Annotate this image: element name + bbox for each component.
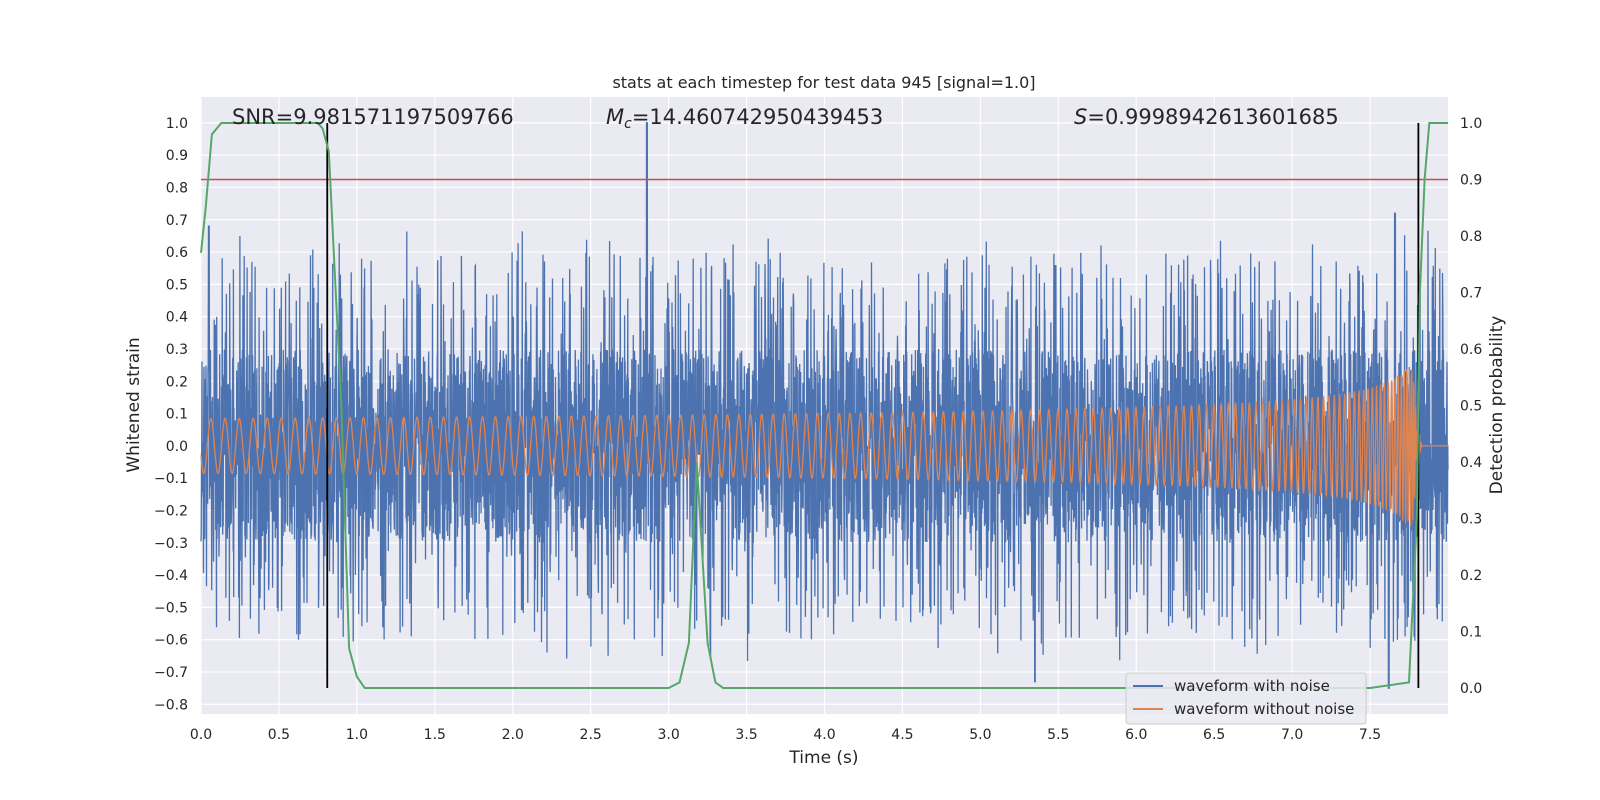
score-annotation: S=0.9998942613601685 (1074, 105, 1339, 129)
x-tick-label: 3.0 (657, 727, 679, 743)
y2-axis-label: Detection probability (1487, 316, 1507, 495)
y-tick-label: 0.3 (166, 342, 188, 358)
y-tick-label: −0.7 (154, 665, 188, 681)
y2-tick-label: 1.0 (1460, 116, 1482, 132)
score-symbol: S (1074, 105, 1087, 129)
y-tick-label: 0.0 (166, 439, 188, 455)
chirp-mass-annotation: Mc=14.460742950439453 (606, 105, 883, 132)
legend-label-clean: waveform without noise (1174, 700, 1354, 718)
detection-probability-line (200, 122, 1448, 689)
y2-tick-label: 0.7 (1460, 285, 1482, 301)
y-tick-label: 0.7 (166, 213, 188, 229)
x-tick-label: 5.5 (1047, 727, 1069, 743)
y2-tick-label: 0.2 (1460, 568, 1482, 584)
chirp-mass-value: =14.460742950439453 (632, 105, 883, 129)
y-tick-label: 0.6 (166, 245, 188, 261)
y-tick-label: −0.1 (154, 471, 188, 487)
legend: waveform with noise waveform without noi… (1125, 672, 1367, 725)
noisy-waveform-line (200, 122, 1449, 689)
x-tick-label: 0.5 (268, 727, 290, 743)
y-tick-label: 0.5 (166, 277, 188, 293)
y-tick-label: −0.4 (154, 568, 188, 584)
y-tick-label: 1.0 (166, 116, 188, 132)
snr-annotation: SNR=9.981571197509766 (232, 105, 514, 129)
y-tick-label: −0.8 (154, 697, 188, 713)
y-tick-label: −0.2 (154, 503, 188, 519)
x-tick-label: 0.0 (190, 727, 212, 743)
series-waveform-without-noise (200, 368, 1448, 526)
x-tick-label: 3.5 (735, 727, 757, 743)
x-tick-label: 4.5 (891, 727, 913, 743)
y2-tick-label: 0.0 (1460, 681, 1482, 697)
y2-tick-label: 0.5 (1460, 399, 1482, 415)
y-tick-label: 0.8 (166, 180, 188, 196)
x-tick-label: 7.5 (1359, 727, 1381, 743)
x-tick-label: 4.0 (813, 727, 835, 743)
legend-label-noise: waveform with noise (1174, 677, 1330, 695)
chirp-mass-subscript: c (624, 116, 632, 132)
y-tick-label: −0.3 (154, 536, 188, 552)
y-tick-label: 0.4 (166, 310, 188, 326)
series-waveform-with-noise (200, 122, 1449, 689)
y-tick-label: 0.9 (166, 148, 188, 164)
legend-box (1125, 672, 1367, 725)
x-tick-label: 5.0 (969, 727, 991, 743)
x-tick-label: 2.5 (580, 727, 602, 743)
y-tick-label: −0.6 (154, 633, 188, 649)
y-axis-label: Whitened strain (124, 337, 144, 472)
y2-tick-label: 0.9 (1460, 172, 1482, 188)
chirp-mass-symbol: M (606, 105, 624, 129)
y2-tick-label: 0.8 (1460, 229, 1482, 245)
y-tick-label: −0.5 (154, 600, 188, 616)
x-tick-label: 6.0 (1125, 727, 1147, 743)
y2-tick-label: 0.4 (1460, 455, 1482, 471)
y2-tick-label: 0.1 (1460, 625, 1482, 641)
x-tick-label: 7.0 (1281, 727, 1303, 743)
y-tick-label: 0.1 (166, 407, 188, 423)
x-tick-label: 1.5 (424, 727, 446, 743)
y2-tick-label: 0.3 (1460, 512, 1482, 528)
y-tick-label: 0.2 (166, 374, 188, 390)
series-detection-probability (200, 122, 1448, 689)
y2-tick-label: 0.6 (1460, 342, 1482, 358)
tick-labels: 0.0 0.5 1.0 1.5 2.0 2.5 3.0 3.5 4.0 4.5 5.0 5.5 6.0 6… (154, 116, 1482, 743)
x-tick-label: 6.5 (1203, 727, 1225, 743)
score-value: =0.9998942613601685 (1087, 105, 1338, 129)
x-tick-label: 1.0 (346, 727, 368, 743)
x-tick-label: 2.0 (502, 727, 524, 743)
chart-title: stats at each timestep for test data 945… (612, 73, 1035, 92)
clean-chirp-line (200, 368, 1448, 526)
x-axis-label: Time (s) (788, 748, 858, 768)
